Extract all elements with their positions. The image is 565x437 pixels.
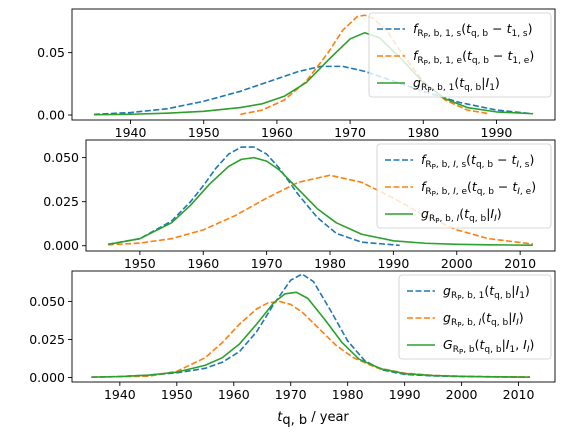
- axes-frame: [71, 270, 556, 383]
- legend-entry-1: gRP, b, 1(tq, b|I1): [443, 283, 530, 302]
- legend-entry-2: fRP, b, 1, e(tq, b − t1, e): [413, 48, 534, 67]
- y-tick-label: 0.000: [43, 238, 79, 253]
- legend-box: [368, 12, 552, 98]
- x-tick-label: 1950: [124, 256, 156, 271]
- x-tick-label: 1950: [161, 387, 193, 402]
- legend-entry-3: gRP, b, 1(tq, b|I1): [413, 75, 500, 94]
- legend: fRP, b, 1, s(tq, b − t1, s) fRP, b, 1, e(…: [368, 12, 552, 98]
- legend-entry-3: GRP, b(tq, b|I1, II): [443, 337, 534, 356]
- x-tick-label: 1990: [481, 125, 513, 140]
- y-tick-label: 0.000: [29, 370, 65, 385]
- subplot-3: 1940 1950 1960 1970 1980 1990 2000 2010 0.000 0.0…: [29, 270, 556, 402]
- y-tick-label: 0.050: [43, 150, 79, 165]
- x-tick-label: 1980: [332, 387, 364, 402]
- subplot-1: 1940 1950 1960 1970 1980 1990 0.00 0.05 fRP, b, …: [37, 8, 556, 140]
- legend-box: [376, 143, 552, 229]
- y-tick-label: 0.025: [43, 194, 79, 209]
- y-tick-label: 0.00: [37, 108, 65, 123]
- legend: fRP, b, I, s(tq, b − tI, s) fRP, b, I, e(…: [376, 143, 552, 229]
- x-tick-label: 2010: [504, 256, 536, 271]
- x-tick-label: 1960: [187, 256, 219, 271]
- axes-frame: [85, 139, 556, 252]
- x-tick-label: 1960: [261, 125, 293, 140]
- x-axis-label: tq, b / year: [277, 410, 349, 428]
- x-tick-label: 1990: [389, 387, 421, 402]
- series-line-1-3: [93, 31, 534, 116]
- legend-entry-3: gRP, b, I(tq, b|II): [421, 206, 502, 225]
- y-tick-label: 0.050: [29, 294, 65, 309]
- series-line-2-1: [108, 146, 400, 247]
- x-tick-label: 2000: [446, 387, 478, 402]
- series-line-1-1: [93, 65, 534, 116]
- x-tick-label: 1980: [407, 125, 439, 140]
- x-tick-label: 1970: [251, 256, 283, 271]
- x-tick-label: 1970: [275, 387, 307, 402]
- x-tick-label: 1940: [104, 387, 136, 402]
- x-tick-label: 1990: [377, 256, 409, 271]
- series-line-3-3: [91, 291, 530, 378]
- y-tick-label: 0.05: [37, 45, 65, 60]
- x-tick-label: 1940: [115, 125, 147, 140]
- legend-entry-2: fRP, b, I, e(tq, b − tI, e): [421, 179, 536, 198]
- x-tick-label: 1960: [218, 387, 250, 402]
- y-tick-label: 0.025: [29, 332, 65, 347]
- x-tick-label: 1980: [314, 256, 346, 271]
- x-tick-label: 2000: [441, 256, 473, 271]
- legend-entry-2: gRP, b, I(tq, b|II): [443, 310, 524, 329]
- axes-frame: [71, 8, 556, 121]
- series-line-2-3: [108, 156, 533, 246]
- x-tick-label: 1950: [188, 125, 220, 140]
- x-tick-label: 1970: [334, 125, 366, 140]
- legend-box: [398, 274, 552, 360]
- legend-entry-1: fRP, b, I, s(tq, b − tI, s): [421, 152, 534, 171]
- legend-entry-1: fRP, b, 1, s(tq, b − t1, s): [413, 21, 533, 40]
- series-line-3-1: [91, 273, 530, 378]
- legend: gRP, b, 1(tq, b|I1) gRP, b, I(tq, b|II) GR…: [398, 274, 552, 360]
- x-tick-label: 2010: [503, 387, 535, 402]
- subplot-2: 1950 1960 1970 1980 1990 2000 2010 0.000 0.025 0.…: [43, 139, 556, 271]
